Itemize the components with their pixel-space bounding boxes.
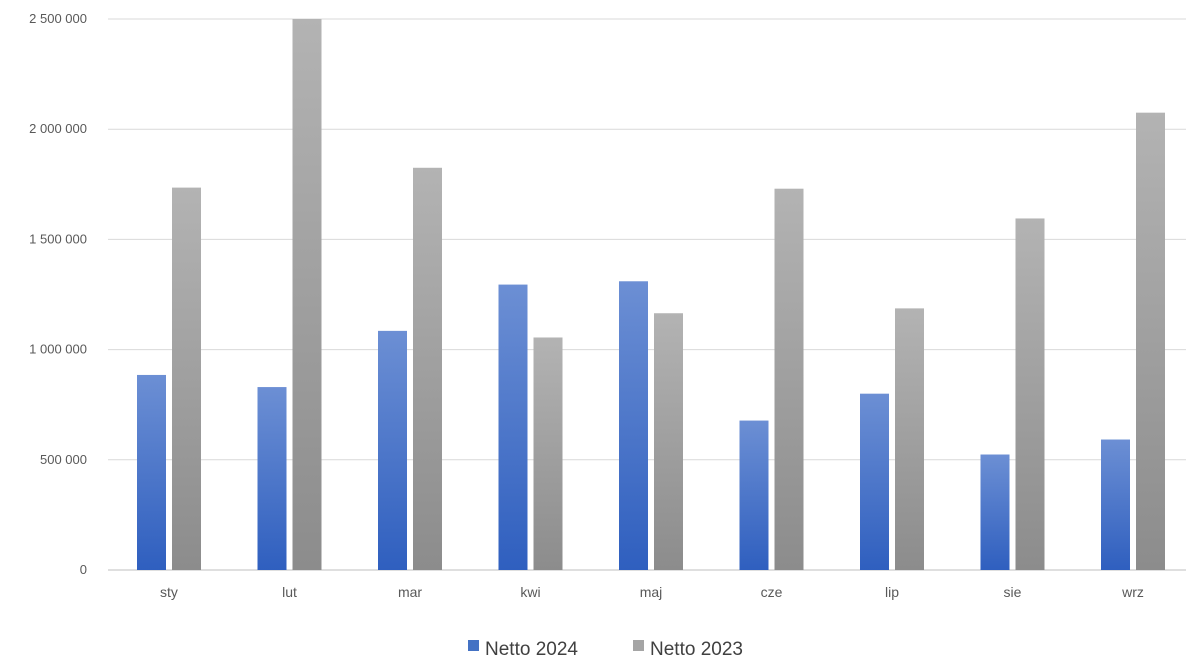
x-tick-label: mar	[398, 584, 422, 600]
legend-swatch-netto-2023	[633, 640, 644, 651]
bar-netto-2023-lut	[292, 19, 322, 570]
x-tick-label: sty	[160, 584, 178, 600]
y-tick-label: 1 000 000	[29, 342, 87, 357]
y-tick-label: 2 500 000	[29, 11, 87, 26]
bar-netto-2024-kwi	[498, 284, 528, 570]
x-axis-ticks: sty lut mar kwi maj cze lip sie wrz	[160, 584, 1144, 600]
bar-netto-2023-cze	[774, 188, 804, 570]
bar-netto-2024-maj	[619, 281, 648, 570]
bar-netto-2024-wrz	[1101, 439, 1130, 570]
bar-netto-2023-sty	[172, 187, 201, 570]
bar-netto-2024-cze	[739, 420, 769, 570]
bar-netto-2024-mar	[378, 330, 407, 570]
x-tick-label: wrz	[1121, 584, 1144, 600]
x-tick-label: sie	[1004, 584, 1022, 600]
legend-label-netto-2024: Netto 2024	[485, 639, 578, 657]
legend: Netto 2024 Netto 2023	[468, 639, 743, 657]
bar-netto-2024-sty	[137, 374, 166, 570]
bar-netto-2024-lip	[860, 393, 889, 570]
bar-netto-2023-lip	[895, 308, 924, 570]
x-tick-label: lut	[282, 584, 297, 600]
y-tick-label: 1 500 000	[29, 231, 87, 246]
legend-label-netto-2023: Netto 2023	[650, 639, 743, 657]
legend-swatch-netto-2024	[468, 640, 479, 651]
y-tick-label: 500 000	[40, 452, 87, 467]
bar-netto-2023-kwi	[533, 337, 563, 570]
bar-netto-2024-sie	[980, 454, 1010, 570]
bar-netto-2023-maj	[654, 313, 683, 570]
bar-netto-2024-lut	[257, 387, 287, 570]
bars	[137, 19, 1165, 571]
y-axis-ticks: 0 500 000 1 000 000 1 500 000 2 000 000 2 500…	[29, 11, 87, 577]
y-tick-label: 2 000 000	[29, 121, 87, 136]
bar-netto-2023-sie	[1015, 218, 1045, 570]
bar-netto-2023-mar	[413, 167, 442, 570]
y-tick-label: 0	[80, 562, 87, 577]
x-tick-label: maj	[640, 584, 663, 600]
x-tick-label: cze	[761, 584, 783, 600]
bar-netto-2023-wrz	[1136, 112, 1165, 571]
x-tick-label: lip	[885, 584, 899, 600]
x-tick-label: kwi	[520, 584, 540, 600]
